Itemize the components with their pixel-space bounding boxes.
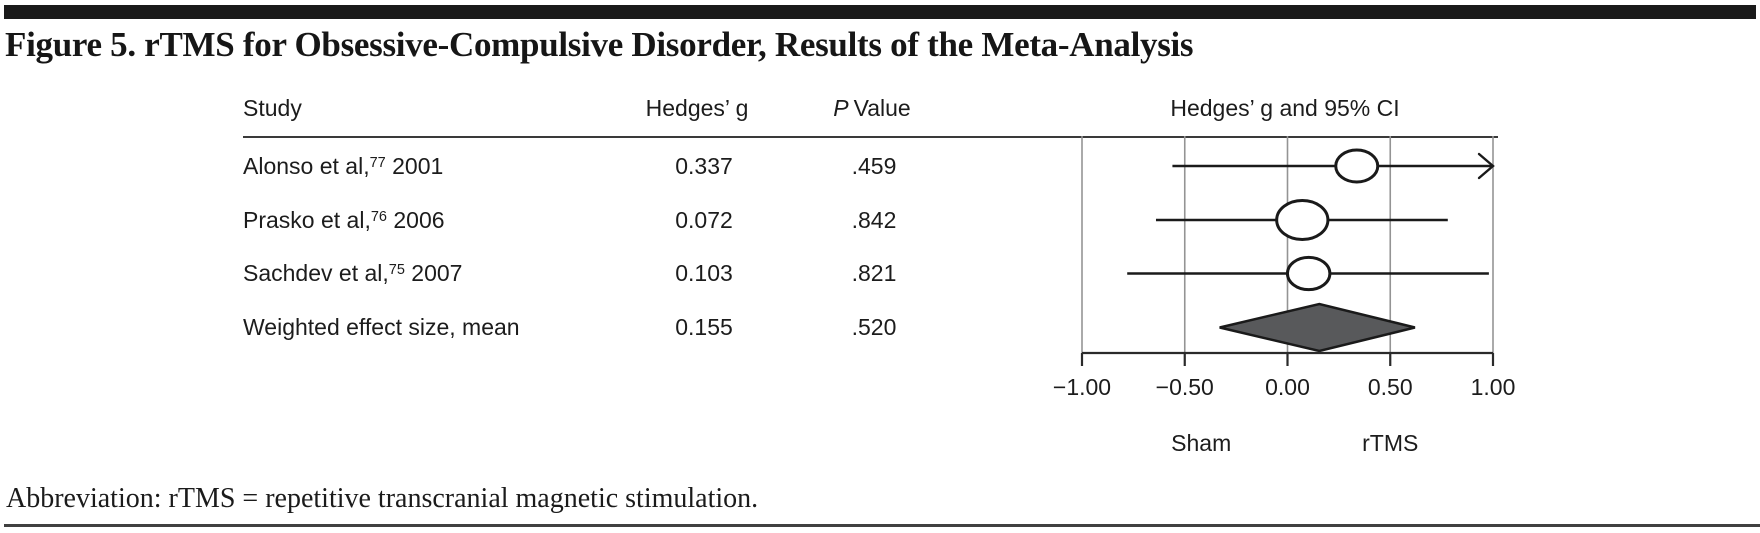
summary-diamond [1219,302,1416,353]
study-name: Sachdev et al, [243,260,389,286]
study-year: 2006 [386,207,445,233]
p-value-italic-label: P [833,95,849,121]
effect-size-marker [1334,148,1380,184]
bottom-divider-bar [4,524,1760,527]
study-reference-superscript: 75 [388,261,405,278]
summary-name: Weighted effect size, mean [243,314,520,340]
col-header-hedges-g: Hedges’ g [645,95,749,121]
tick-label: −1.00 [1053,374,1111,400]
study-name: Prasko et al, [243,207,371,233]
top-divider-bar [4,5,1756,19]
p-value: .842 [851,207,897,233]
hedges-g-value: 0.155 [675,314,733,340]
tick-label: 0.50 [1368,374,1413,400]
p-value: .459 [851,153,897,179]
study-label: Prasko et al,76 2006 [243,206,445,238]
p-value: .520 [851,314,897,340]
study-year: 2007 [404,260,463,286]
table-header-rule [243,136,1498,138]
tick-label: 0.00 [1265,374,1310,400]
effect-size-marker [1275,198,1330,242]
study-label: Alonso et al,77 2001 [243,152,443,184]
study-reference-superscript: 76 [370,208,387,225]
tick-label: −0.50 [1156,374,1214,400]
tick-label: 1.00 [1471,374,1516,400]
effect-size-marker [1285,255,1332,292]
axis-group-label: rTMS [1362,430,1418,456]
hedges-g-value: 0.337 [675,153,733,179]
figure-title: Figure 5. rTMS for Obsessive-Compulsive … [5,25,1194,64]
forest-plot: −1.00 −0.50 0.00 0.50 1.00 Sham rTMS [1053,136,1516,456]
study-name: Alonso et al, [243,153,370,179]
col-header-p-value: P Value [833,95,910,122]
p-value-rest-label: Value [853,95,911,121]
axis-group-label: Sham [1171,430,1231,456]
col-header-ci: Hedges’ g and 95% CI [1170,95,1400,121]
hedges-g-value: 0.072 [675,207,733,233]
abbreviation-note: Abbreviation: rTMS = repetitive transcra… [6,483,759,514]
study-year: 2001 [385,153,444,179]
summary-label: Weighted effect size, mean [243,313,520,345]
col-header-study: Study [243,95,302,121]
study-label: Sachdev et al,75 2007 [243,259,462,291]
hedges-g-value: 0.103 [675,260,733,286]
study-reference-superscript: 77 [369,154,386,171]
p-value: .821 [851,260,897,286]
ci-arrow-icon [1477,152,1495,180]
